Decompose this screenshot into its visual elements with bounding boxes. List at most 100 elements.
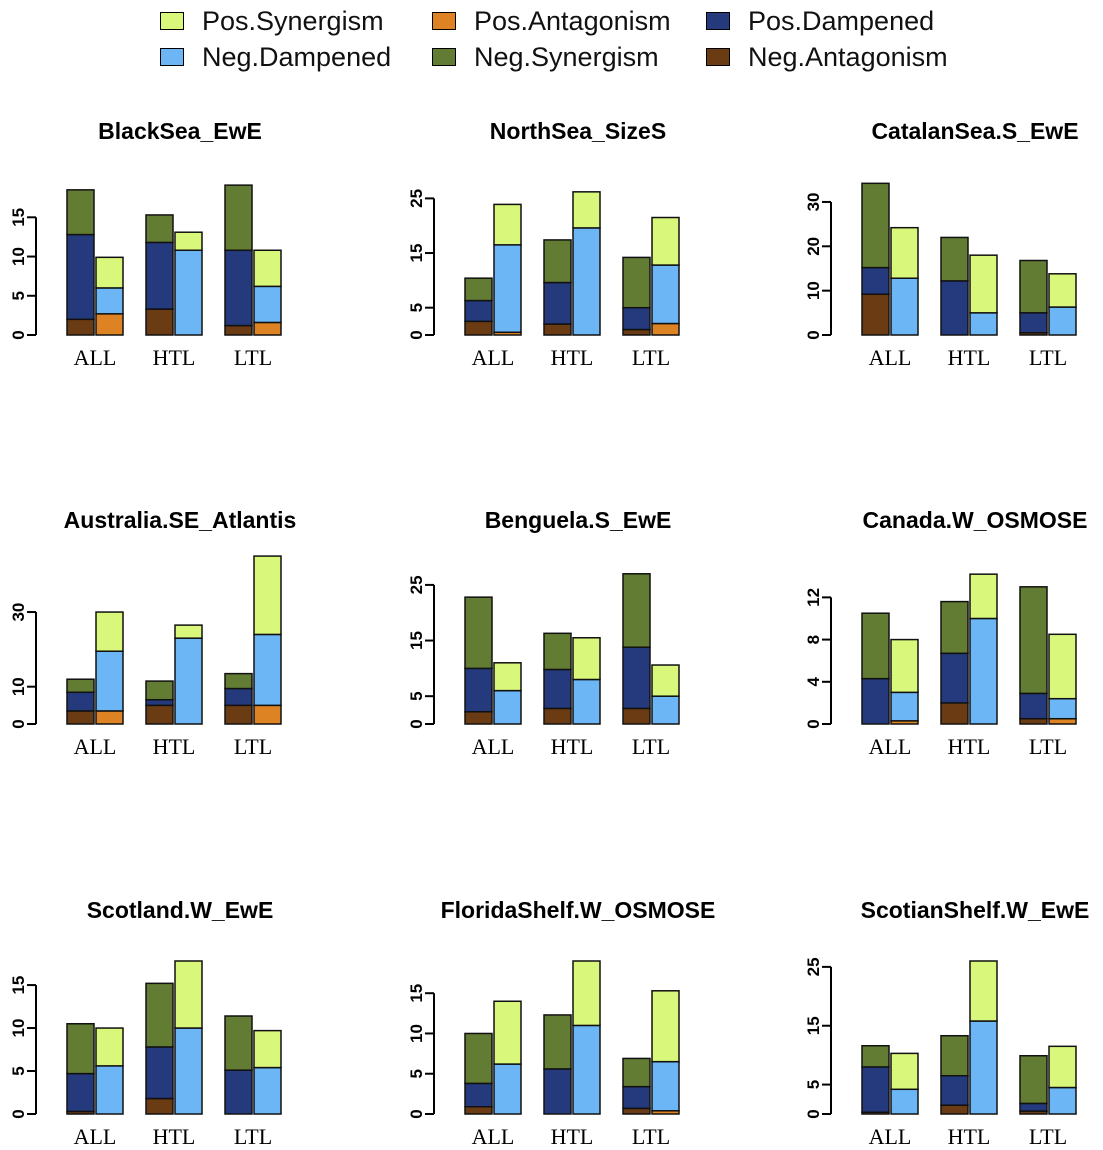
bar-segment-neg-synergism <box>464 277 493 302</box>
bar-segment-pos-dampened <box>1019 1102 1048 1112</box>
bar-segment-neg-dampened <box>651 1060 680 1112</box>
y-tick-label: 0 <box>9 719 28 728</box>
panel-title: NorthSea_SizeS <box>490 118 666 144</box>
bar-segment-pos-synergism <box>253 555 282 636</box>
bar-segment-neg-dampened <box>253 285 282 324</box>
category-label: ALL <box>869 345 912 370</box>
bar-segment-neg-dampened <box>572 227 601 336</box>
bar-segment-neg-antagonism <box>66 318 95 336</box>
category-label: HTL <box>948 1124 991 1149</box>
y-tick-label: 0 <box>407 1109 426 1118</box>
bar-segment-neg-dampened <box>95 650 124 712</box>
bar-segment-pos-synergism <box>969 254 998 314</box>
bar-segment-pos-dampened <box>66 1072 95 1113</box>
category-label: ALL <box>472 345 515 370</box>
panel-benguela-s-ewe: Benguela.S_EwE 0 5 15 25 ALL HTL LTL <box>407 507 680 759</box>
category-label: HTL <box>948 345 991 370</box>
panel-title: BlackSea_EwE <box>98 118 262 144</box>
bar-segment-neg-antagonism <box>66 710 95 725</box>
bar-segment-neg-synergism <box>1019 1054 1048 1105</box>
bar-segment-neg-synergism <box>66 1022 95 1075</box>
bar-segment-pos-dampened <box>464 1082 493 1108</box>
bar-segment-neg-antagonism <box>145 704 174 725</box>
legend-item-neg-dampened: Neg.Dampened <box>160 40 391 74</box>
legend-item-neg-antagonism: Neg.Antagonism <box>706 40 948 74</box>
panel-northsea-sizes: NorthSea_SizeS 0 5 15 25 ALL HTL LTL <box>407 118 680 370</box>
y-tick-label: 10 <box>9 677 28 696</box>
y-tick-label: 15 <box>407 984 426 1003</box>
category-label: ALL <box>869 734 912 759</box>
y-tick-label: 10 <box>9 1019 28 1038</box>
bar-segment-neg-synergism <box>543 239 572 284</box>
y-tick-label: 30 <box>804 192 823 211</box>
category-label: LTL <box>632 1124 670 1149</box>
bar-segment-pos-dampened <box>543 668 572 710</box>
bar-segment-neg-dampened <box>174 1027 203 1115</box>
bar-segment-neg-antagonism <box>464 320 493 336</box>
bar-segment-pos-synergism <box>572 191 601 229</box>
bar-segment-neg-dampened <box>969 1020 998 1115</box>
bar-segment-neg-dampened <box>651 264 680 325</box>
legend: Pos.Synergism Neg.Dampened Pos.Antagonism N… <box>160 4 1020 76</box>
bar-segment-pos-antagonism <box>651 322 680 336</box>
bar-segment-neg-dampened <box>1048 697 1077 720</box>
y-tick-label: 0 <box>407 330 426 339</box>
bar-segment-neg-antagonism <box>940 702 969 725</box>
bar-segment-pos-synergism <box>174 624 203 639</box>
bar-segment-pos-synergism <box>969 573 998 620</box>
bar-segment-neg-dampened <box>1048 306 1077 336</box>
bar-segment-pos-synergism <box>95 1027 124 1067</box>
bar-segment-pos-synergism <box>572 960 601 1027</box>
bar-segment-neg-antagonism <box>464 711 493 725</box>
bar-segment-pos-synergism <box>493 662 522 692</box>
bar-segment-neg-synergism <box>145 214 174 244</box>
legend-item-pos-antagonism: Pos.Antagonism <box>432 4 671 38</box>
bar-segment-pos-dampened <box>622 646 651 710</box>
category-label: LTL <box>1029 1124 1067 1149</box>
bar-segment-neg-dampened <box>174 637 203 725</box>
y-tick-label: 4 <box>804 677 823 687</box>
category-label: HTL <box>551 345 594 370</box>
bar-segment-neg-antagonism <box>622 707 651 725</box>
legend-label: Pos.Dampened <box>748 5 935 36</box>
y-tick-label: 5 <box>9 291 28 300</box>
bar-segment-neg-dampened <box>1048 1086 1077 1115</box>
bar-segment-neg-antagonism <box>145 1097 174 1115</box>
bar-segment-neg-dampened <box>572 678 601 725</box>
bar-segment-pos-synergism <box>1048 1045 1077 1089</box>
y-tick-label: 25 <box>407 189 426 208</box>
bar-segment-neg-synergism <box>1019 586 1048 695</box>
category-label: LTL <box>234 1124 272 1149</box>
panel-canada-w-osmose: Canada.W_OSMOSE 0 4 8 12 ALL HTL LTL <box>804 507 1087 759</box>
y-tick-label: 12 <box>804 588 823 607</box>
bar-segment-neg-antagonism <box>622 1107 651 1115</box>
bar-segment-pos-antagonism <box>95 710 124 725</box>
bar-segment-neg-dampened <box>890 1088 919 1115</box>
bar-segment-neg-dampened <box>890 277 919 336</box>
panel-title: Benguela.S_EwE <box>485 507 672 533</box>
bar-segment-pos-synergism <box>890 638 919 694</box>
bar-segment-pos-dampened <box>543 1068 572 1115</box>
y-tick-label: 25 <box>407 575 426 594</box>
y-tick-label: 5 <box>407 303 426 312</box>
bar-segment-pos-synergism <box>651 216 680 266</box>
bar-segment-neg-synergism <box>224 1015 253 1071</box>
category-label: ALL <box>472 1124 515 1149</box>
legend-swatch <box>160 48 184 66</box>
panel-scotland-w-ewe: Scotland.W_EwE 0 5 10 15 ALL HTL LTL <box>9 897 282 1149</box>
legend-label: Pos.Antagonism <box>474 5 671 36</box>
panel-title: Canada.W_OSMOSE <box>863 507 1088 533</box>
panel-blacksea-ewe: BlackSea_EwE 0 5 10 15 ALL HTL LTL <box>9 118 282 370</box>
bar-segment-neg-synergism <box>464 1032 493 1085</box>
legend-label: Neg.Synergism <box>474 41 659 72</box>
bar-segment-pos-dampened <box>543 281 572 325</box>
category-label: LTL <box>1029 734 1067 759</box>
bar-segment-neg-synergism <box>940 236 969 282</box>
bar-segment-neg-synergism <box>543 1014 572 1070</box>
legend-item-neg-synergism: Neg.Synergism <box>432 40 659 74</box>
bar-segment-pos-dampened <box>940 1075 969 1106</box>
category-label: ALL <box>472 734 515 759</box>
bar-segment-neg-antagonism <box>464 1106 493 1115</box>
bar-segment-neg-dampened <box>95 1065 124 1115</box>
